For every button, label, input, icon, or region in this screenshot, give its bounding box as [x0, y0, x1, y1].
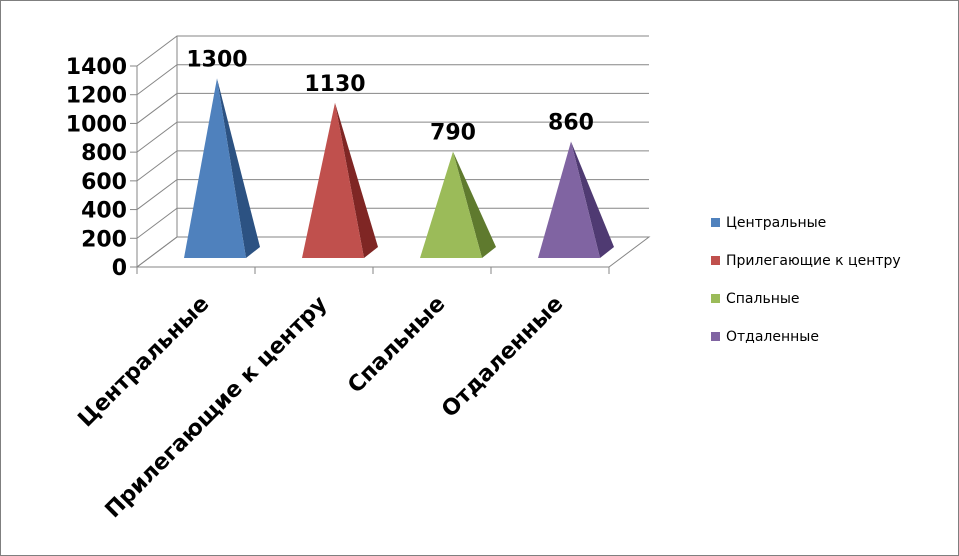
y-tick-label: 800	[81, 141, 127, 166]
data-label: 790	[430, 121, 476, 146]
bar-side	[335, 102, 378, 258]
bar-side	[217, 78, 260, 258]
bar-3	[420, 151, 496, 258]
y-tick-label: 200	[81, 227, 127, 252]
bar-face	[420, 151, 482, 258]
legend-swatch	[711, 294, 720, 303]
side-wall-edges	[136, 36, 178, 267]
y-tick-label: 1400	[66, 55, 127, 80]
bar-side	[453, 151, 496, 258]
y-axis: 0 200 400 600 800 1000 1200 1400	[66, 55, 127, 281]
floor	[135, 236, 651, 268]
category-label: Спальные	[343, 292, 450, 399]
y-tick-label: 1000	[66, 112, 127, 137]
bar-face	[302, 102, 364, 258]
legend-label: Спальные	[726, 291, 800, 307]
data-label: 860	[548, 111, 594, 136]
legend: Центральные Прилегающие к центру Спальные О…	[711, 215, 901, 345]
category-label: Отдаленные	[437, 292, 568, 423]
bar-face	[538, 141, 600, 258]
category-label: Центральные	[74, 292, 215, 433]
category-label: Прилегающие к центру	[101, 292, 333, 524]
y-tick-label: 0	[112, 256, 127, 281]
bar-face	[184, 78, 246, 258]
legend-swatch	[711, 256, 720, 265]
y-tick-label: 1200	[66, 84, 127, 109]
data-labels: 1300 1130 790 860	[186, 47, 594, 145]
legend-label: Прилегающие к центру	[726, 253, 901, 269]
bars	[184, 78, 614, 258]
chart-walls	[135, 36, 651, 274]
data-label: 1130	[304, 72, 365, 97]
bar-4	[538, 141, 614, 258]
bar-2	[302, 102, 378, 258]
legend-label: Отдаленные	[726, 329, 819, 345]
bar-side	[571, 141, 614, 258]
legend-swatch	[711, 218, 720, 227]
bar-1	[184, 78, 260, 258]
y-tick-label: 400	[81, 199, 127, 224]
data-label: 1300	[186, 47, 247, 72]
y-tick-label: 600	[81, 170, 127, 195]
legend-swatch	[711, 332, 720, 341]
legend-label: Центральные	[726, 215, 826, 231]
